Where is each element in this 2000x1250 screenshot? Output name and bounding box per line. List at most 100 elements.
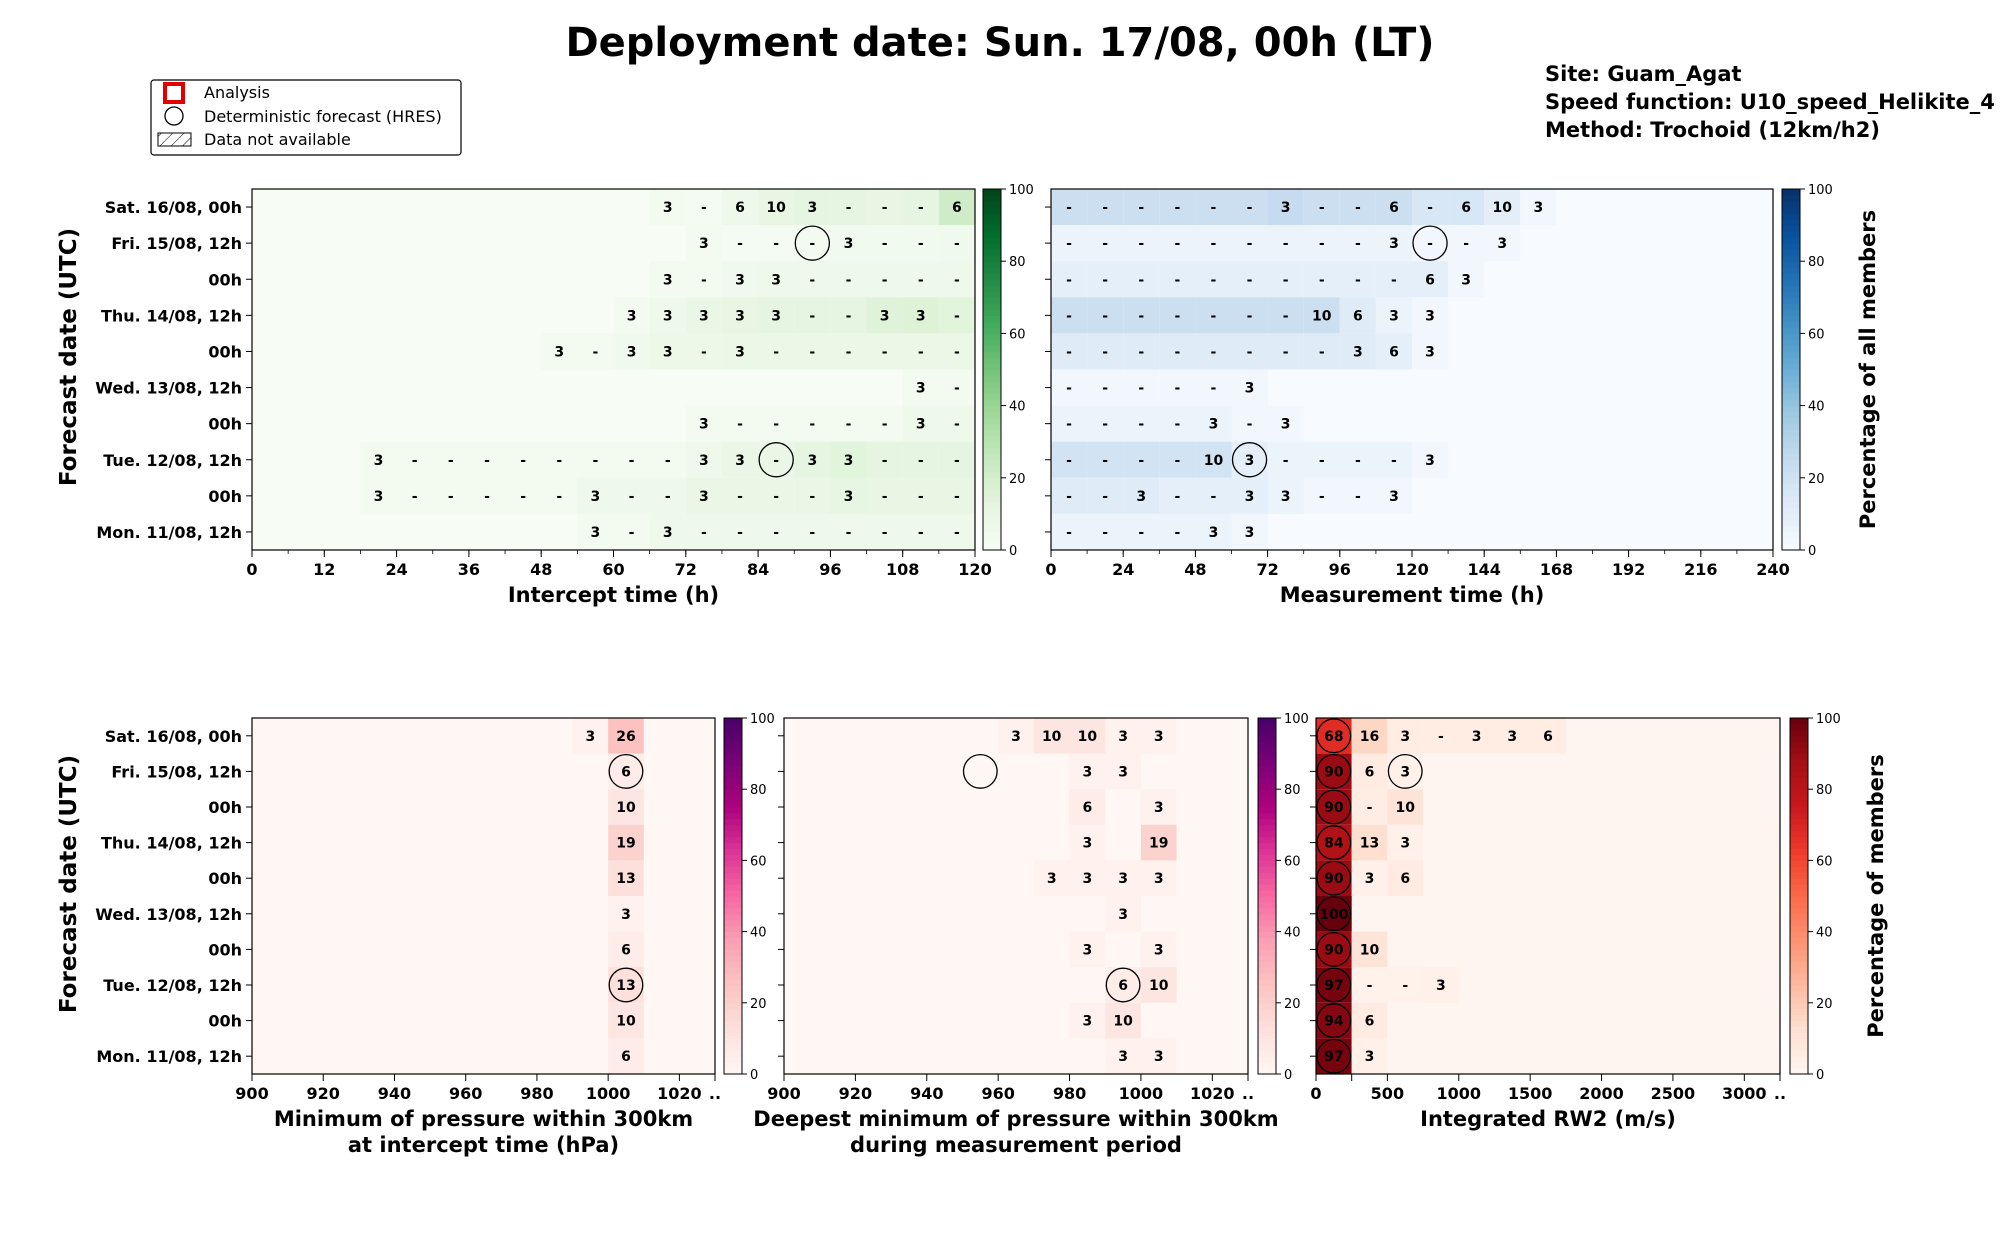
cell-label: 68	[1324, 729, 1343, 745]
colorbar-step	[1782, 225, 1800, 232]
colorbar-step	[1790, 1008, 1808, 1016]
heatmap-cell	[1140, 860, 1177, 896]
cell-label: -	[1174, 236, 1180, 252]
hres-circle	[1316, 931, 1352, 967]
heatmap-cell	[866, 261, 903, 298]
heatmap-cell	[902, 297, 939, 334]
heatmap-cell	[794, 477, 831, 514]
cell-label: -	[1211, 308, 1217, 324]
heatmap-cell	[721, 477, 759, 514]
heatmap-cell	[1087, 189, 1124, 226]
colorbar-step	[1258, 985, 1276, 992]
heatmap-cell	[432, 477, 469, 514]
colorbar-step	[724, 759, 742, 766]
heatmap-cell	[608, 860, 644, 896]
colorbar-step	[1258, 1038, 1276, 1045]
colorbar-tick-label: 60	[1816, 854, 1833, 869]
heatmap-cell	[1140, 718, 1177, 754]
colorbar-step	[724, 1044, 742, 1051]
heatmap-cell	[577, 441, 614, 478]
cell-label: -	[1463, 236, 1469, 252]
heatmap-cell	[649, 297, 686, 334]
panel-measurement: - - - - - - 3 - - 6 - 6 10 3 - - - - - - - - - 3 - - 3 - - - - - - - - - - 6 3…	[1045, 183, 1880, 607]
cell-label: -	[484, 453, 490, 469]
colorbar-step	[1790, 842, 1808, 850]
colorbar-step	[1790, 848, 1808, 855]
colorbar-step	[1258, 866, 1276, 873]
colorbar-step	[724, 1014, 742, 1022]
heatmap-cell	[1351, 1038, 1388, 1074]
colorbar-step	[983, 357, 1001, 364]
colorbar-step	[724, 783, 742, 790]
colorbar-step	[1782, 303, 1800, 310]
cell-label: 3	[844, 236, 854, 252]
cell-label: 3	[627, 344, 637, 360]
cell-label: -	[1391, 453, 1397, 469]
cell-label: -	[809, 308, 815, 324]
cell-label: -	[954, 489, 960, 505]
hres-circle	[1316, 967, 1352, 1003]
colorbar-step	[1782, 339, 1800, 346]
x-tick-label: 980	[520, 1084, 553, 1103]
cell-label: -	[954, 525, 960, 541]
colorbar-tick-label: 60	[1808, 327, 1825, 342]
colorbar-step	[983, 501, 1001, 509]
cell-label: 3	[735, 272, 745, 288]
heatmap-cell	[1140, 967, 1177, 1003]
cell-label: -	[954, 381, 960, 397]
heatmap-cell	[1159, 513, 1196, 550]
colorbar-step	[1258, 961, 1276, 968]
colorbar-tick-label: 40	[1816, 926, 1833, 941]
heatmap-cell	[721, 297, 759, 334]
colorbar-step	[983, 423, 1001, 431]
cell-label: -	[1138, 236, 1144, 252]
heatmap-cell	[998, 718, 1034, 754]
colorbar-step	[724, 925, 742, 933]
colorbar-step	[724, 1026, 742, 1033]
cell-label: -	[1211, 272, 1217, 288]
colorbar-step	[1790, 789, 1808, 796]
cell-label: -	[701, 272, 707, 288]
heatmap-cell	[794, 441, 831, 478]
cell-label: -	[1138, 344, 1144, 360]
hres-circle	[962, 753, 998, 789]
colorbar-step	[1782, 405, 1800, 413]
heatmap-cell	[1351, 1002, 1388, 1039]
cell-label: -	[701, 344, 707, 360]
colorbar-label: Percentage of all members	[1856, 210, 1880, 529]
heatmap-cell	[794, 189, 831, 226]
colorbar-step	[983, 315, 1001, 322]
cell-label: -	[1283, 308, 1289, 324]
heatmap-cell	[649, 333, 686, 370]
heatmap-cell	[1087, 333, 1124, 370]
cell-label: -	[593, 344, 599, 360]
colorbar-step	[1258, 824, 1276, 832]
colorbar-step	[1782, 201, 1800, 208]
heatmap-cell	[608, 789, 644, 825]
colorbar-step	[1782, 501, 1800, 509]
colorbar-step	[1790, 955, 1808, 962]
cell-label: -	[954, 272, 960, 288]
colorbar-label-group: Percentage of all members	[1856, 210, 1880, 529]
colorbar-tick-label: 60	[1009, 327, 1026, 342]
colorbar-step	[724, 789, 742, 796]
colorbar-step	[1782, 495, 1800, 503]
colorbar-step	[724, 990, 742, 998]
heatmap-cell	[1303, 189, 1340, 226]
heatmap-cell	[830, 405, 867, 442]
cell-label: -	[1174, 489, 1180, 505]
x-tick-label: 0	[1310, 1084, 1321, 1103]
x-tick-label: 0	[246, 560, 257, 579]
colorbar-step	[983, 309, 1001, 316]
cell-label: -	[1355, 200, 1361, 216]
colorbar-step	[1782, 381, 1800, 389]
x-axis-label: Deepest minimum of pressure within 300km	[753, 1107, 1278, 1131]
heatmap-cell	[1195, 225, 1232, 262]
x-tick-label: 1020	[1190, 1084, 1235, 1103]
colorbar-step	[1782, 537, 1800, 545]
heatmap-cell	[830, 477, 867, 514]
colorbar-step	[724, 812, 742, 820]
heatmap-cell	[938, 369, 975, 406]
colorbar-step	[724, 901, 742, 909]
cell-label: -	[954, 417, 960, 433]
